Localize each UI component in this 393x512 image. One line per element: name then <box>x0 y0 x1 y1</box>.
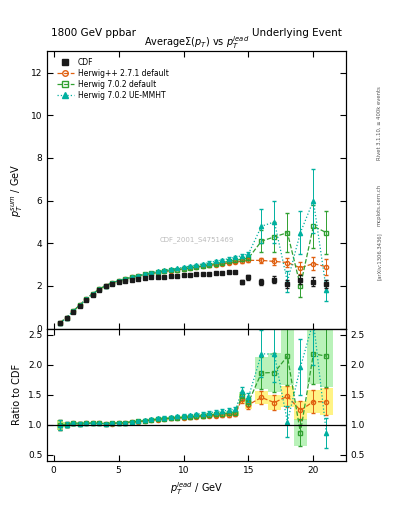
Text: Rivet 3.1.10, ≥ 400k events: Rivet 3.1.10, ≥ 400k events <box>377 86 382 160</box>
Legend: CDF, Herwig++ 2.7.1 default, Herwig 7.0.2 default, Herwig 7.0.2 UE-MMHT: CDF, Herwig++ 2.7.1 default, Herwig 7.0.… <box>57 58 169 99</box>
Text: 1800 GeV ppbar: 1800 GeV ppbar <box>51 28 136 38</box>
Text: Underlying Event: Underlying Event <box>252 28 342 38</box>
Text: mcplots.cern.ch: mcplots.cern.ch <box>377 184 382 226</box>
Text: CDF_2001_S4751469: CDF_2001_S4751469 <box>159 237 234 243</box>
Y-axis label: Ratio to CDF: Ratio to CDF <box>12 364 22 425</box>
Text: [arXiv:1306.3436]: [arXiv:1306.3436] <box>377 232 382 280</box>
X-axis label: $p_T^{lead}$ / GeV: $p_T^{lead}$ / GeV <box>170 480 223 497</box>
Y-axis label: $p_T^{sum}$ / GeV: $p_T^{sum}$ / GeV <box>10 163 25 217</box>
Title: Average$\Sigma(p_T)$ vs $p_T^{lead}$: Average$\Sigma(p_T)$ vs $p_T^{lead}$ <box>144 34 249 51</box>
